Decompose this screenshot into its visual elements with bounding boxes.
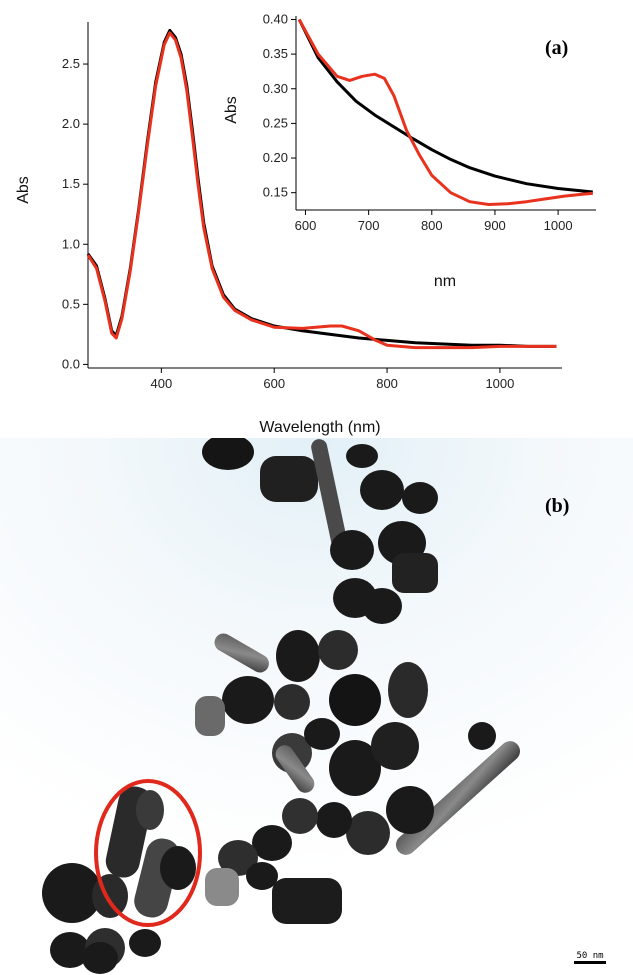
inset-y-tick-label: 0.35 <box>263 46 288 61</box>
inset-plot-area <box>296 16 596 210</box>
inset-x-tick-label: 600 <box>295 218 317 233</box>
highlight-ellipse <box>94 779 202 927</box>
y-tick-label: 1.5 <box>62 176 80 191</box>
x-tick-label: 1000 <box>485 376 514 391</box>
inset-y-axis-title: Abs <box>223 96 240 124</box>
y-tick-label: 2.5 <box>62 56 80 71</box>
inset-x-tick-label: 900 <box>484 218 506 233</box>
x-tick-label: 400 <box>151 376 173 391</box>
tem-image: (b) 50 nm <box>0 438 633 975</box>
y-tick-label: 1.0 <box>62 236 80 251</box>
scale-bar-line <box>574 961 606 964</box>
inset-black-series-line <box>297 18 593 194</box>
inset-x-tick-label: 700 <box>358 218 380 233</box>
panel-b-label: (b) <box>545 495 569 517</box>
inset-y-tick-label: 0.25 <box>263 115 288 130</box>
y-tick-label: 0.5 <box>62 296 80 311</box>
red-series-line <box>86 31 557 350</box>
inset-y-tick-label: 0.40 <box>263 11 288 26</box>
inset-x-tick-label: 800 <box>421 218 443 233</box>
inset-chart: 600 700 800 900 1000 0.15 0.20 0.25 0.30 0.35 0.40… <box>223 11 596 290</box>
inset-y-tick-label: 0.15 <box>263 185 288 200</box>
y-axis-title: Abs <box>15 176 32 204</box>
y-tick-label: 2.0 <box>62 116 80 131</box>
inset-x-axis-title: nm <box>434 273 456 290</box>
panel-a-label: (a) <box>545 37 568 59</box>
x-axis-title: Wavelength (nm) <box>259 419 380 436</box>
absorbance-chart: 400 600 800 1000 0.0 0.5 1.0 1.5 2.0 2.5 Waveleng… <box>15 22 562 436</box>
inset-y-tick-label: 0.20 <box>263 150 288 165</box>
y-tick-label: 0.0 <box>62 356 80 371</box>
inset-y-tick-label: 0.30 <box>263 81 288 96</box>
x-tick-label: 800 <box>376 376 398 391</box>
inset-red-series-line <box>297 18 593 206</box>
x-tick-label: 600 <box>263 376 285 391</box>
scale-bar: 50 nm <box>574 951 606 964</box>
scale-bar-label: 50 nm <box>576 951 603 961</box>
inset-x-tick-label: 1000 <box>544 218 573 233</box>
